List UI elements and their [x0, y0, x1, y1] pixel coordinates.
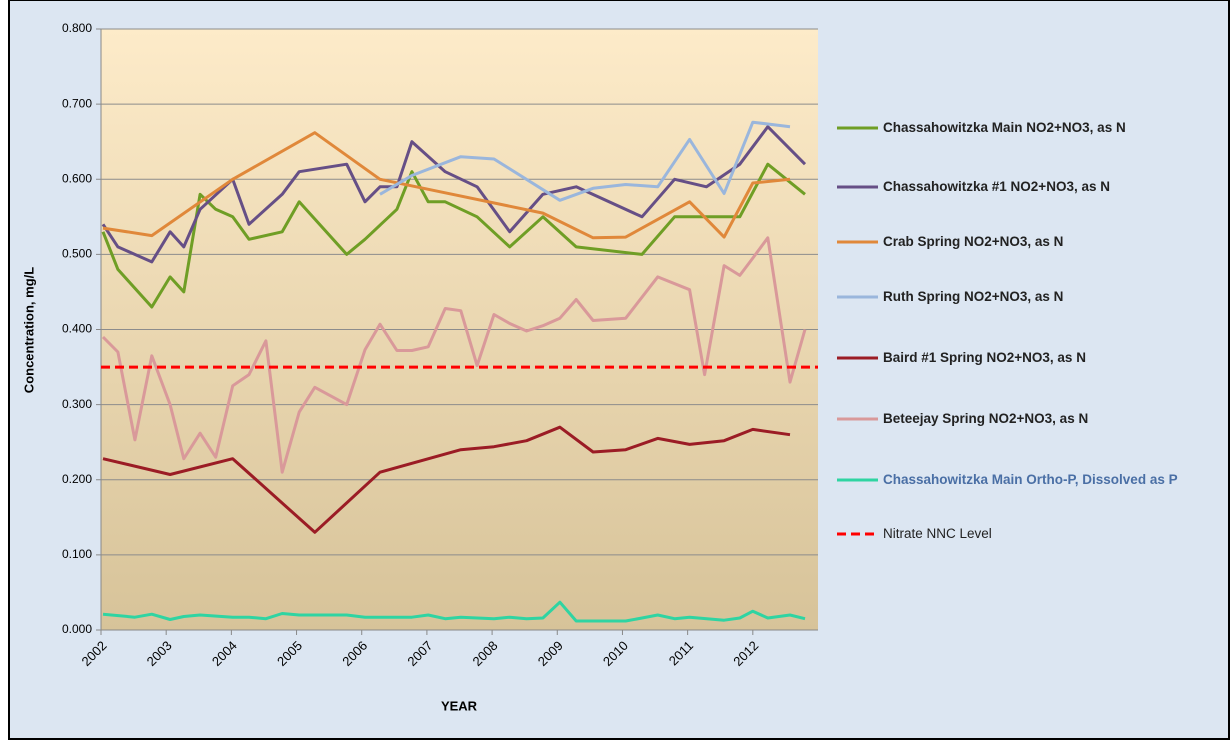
legend-label: Beteejay Spring NO2+NO3, as N: [883, 411, 1089, 426]
series-line: [102, 600, 806, 623]
y-tick-label: 0.600: [62, 171, 92, 185]
y-tick-label: 0.200: [62, 472, 92, 486]
y-tick-label: 0.400: [62, 322, 92, 336]
y-tick-label: 0.300: [62, 397, 92, 411]
y-tick-label: 0.700: [62, 96, 92, 110]
legend-label: Chassahowitzka Main Ortho-P, Dissolved a…: [883, 472, 1178, 487]
legend-label: Chassahowitzka Main NO2+NO3, as N: [883, 120, 1126, 135]
legend-label: Nitrate NNC Level: [883, 526, 992, 541]
y-tick-label: 0.800: [62, 21, 92, 35]
series-line: [101, 162, 806, 309]
series-line: [101, 236, 807, 474]
legend-label: Ruth Spring NO2+NO3, as N: [883, 289, 1064, 304]
series-line: [102, 131, 791, 240]
y-tick-label: 0.100: [62, 547, 92, 561]
series-line: [101, 125, 807, 264]
legend-label: Crab Spring NO2+NO3, as N: [883, 234, 1064, 249]
series-line: [102, 425, 791, 534]
legend-label: Chassahowitzka #1 NO2+NO3, as N: [883, 179, 1110, 194]
series-line: [379, 120, 791, 202]
y-tick-label: 0.000: [62, 622, 92, 636]
legend-label: Baird #1 Spring NO2+NO3, as N: [883, 350, 1086, 365]
x-axis-title: YEAR: [441, 698, 478, 713]
y-axis-title: Concentration, mg/L: [21, 267, 36, 393]
y-tick-label: 0.500: [62, 247, 92, 261]
